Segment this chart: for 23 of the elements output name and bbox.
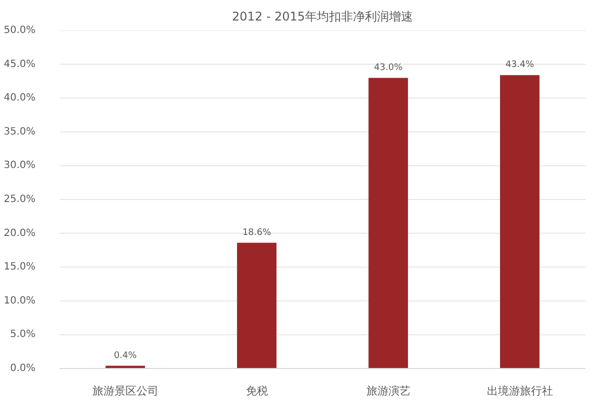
data-label: 0.4% <box>114 350 138 361</box>
y-tick-label: 30.0% <box>4 160 36 172</box>
bar <box>500 75 540 368</box>
y-tick-label: 0.0% <box>10 363 36 374</box>
y-tick-label: 25.0% <box>4 194 36 205</box>
x-tick-label: 免税 <box>246 384 268 398</box>
y-tick-label: 45.0% <box>4 58 36 70</box>
y-tick-label: 5.0% <box>10 329 36 340</box>
data-label: 43.4% <box>505 60 534 70</box>
data-label: 43.0% <box>374 62 403 73</box>
chart-title: 2012 - 2015年均扣非净利润增速 <box>232 10 414 24</box>
y-tick-label: 20.0% <box>4 228 36 239</box>
bar <box>237 242 276 368</box>
x-tick-label: 旅游演艺 <box>366 384 410 398</box>
y-tick-label: 10.0% <box>4 295 36 306</box>
y-tick-label: 40.0% <box>4 92 36 104</box>
bar <box>368 78 408 368</box>
y-tick-label: 15.0% <box>4 262 36 273</box>
x-tick-label: 出境游旅行社 <box>486 384 553 398</box>
y-tick-label: 50.0% <box>4 25 36 36</box>
x-tick-label: 旅游景区公司 <box>92 384 158 398</box>
y-tick-label: 35.0% <box>4 126 36 138</box>
data-label: 18.6% <box>242 228 272 238</box>
